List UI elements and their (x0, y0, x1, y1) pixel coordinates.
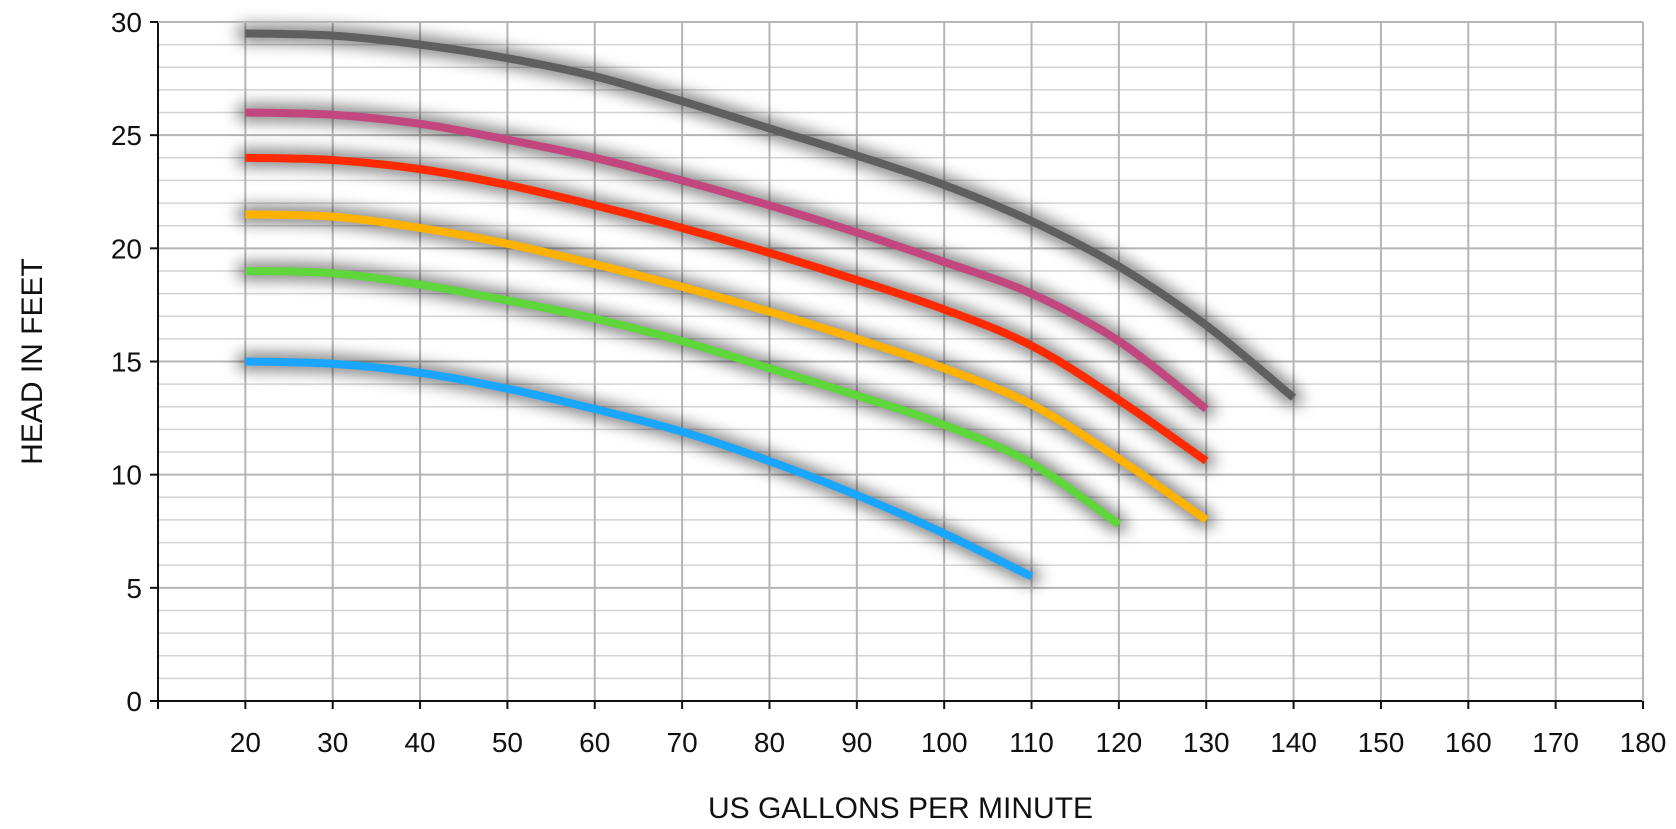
series-lines (245, 29, 1297, 581)
x-tick-label: 40 (404, 727, 435, 758)
x-tick-label: 50 (492, 727, 523, 758)
y-tick-label: 25 (111, 120, 142, 151)
series-shadow-6 (237, 353, 1040, 585)
x-tick-label: 120 (1096, 727, 1143, 758)
y-axis-title: HEAD IN FEET (16, 258, 49, 465)
x-tick-label: 160 (1445, 727, 1492, 758)
series-line-3 (245, 153, 1209, 465)
x-tick-label: 100 (921, 727, 968, 758)
y-tick-label: 10 (111, 460, 142, 491)
series-line-1 (245, 29, 1297, 401)
x-tick-label: 70 (667, 727, 698, 758)
y-tick-label: 15 (111, 347, 142, 378)
grid-lines (158, 21, 1644, 701)
y-tick-label: 20 (111, 233, 142, 264)
y-tick-label: 0 (126, 686, 142, 717)
x-tick-label: 90 (841, 727, 872, 758)
series-line-5 (245, 266, 1122, 528)
axes (150, 21, 1644, 709)
x-axis-title: US GALLONS PER MINUTE (708, 792, 1093, 825)
y-tick-label: 30 (111, 7, 142, 38)
x-tick-label: 20 (230, 727, 261, 758)
series-line-4 (245, 210, 1209, 524)
series-line-6 (245, 357, 1034, 581)
x-tick-label: 170 (1532, 727, 1579, 758)
x-tick-label: 60 (579, 727, 610, 758)
x-tick-label: 110 (1009, 727, 1054, 758)
x-tick-label: 180 (1620, 727, 1667, 758)
x-tick-label: 130 (1183, 727, 1230, 758)
series-line-2 (245, 108, 1209, 413)
x-tick-label: 30 (317, 727, 348, 758)
x-tick-label: 150 (1358, 727, 1405, 758)
tick-labels: 0 5 10 15 20 25 30 20 30 40 50 60 70 80 90 100 110 120 130… (111, 7, 1667, 758)
x-tick-label: 140 (1270, 727, 1317, 758)
x-tick-label: 80 (754, 727, 785, 758)
y-tick-label: 5 (126, 573, 142, 604)
